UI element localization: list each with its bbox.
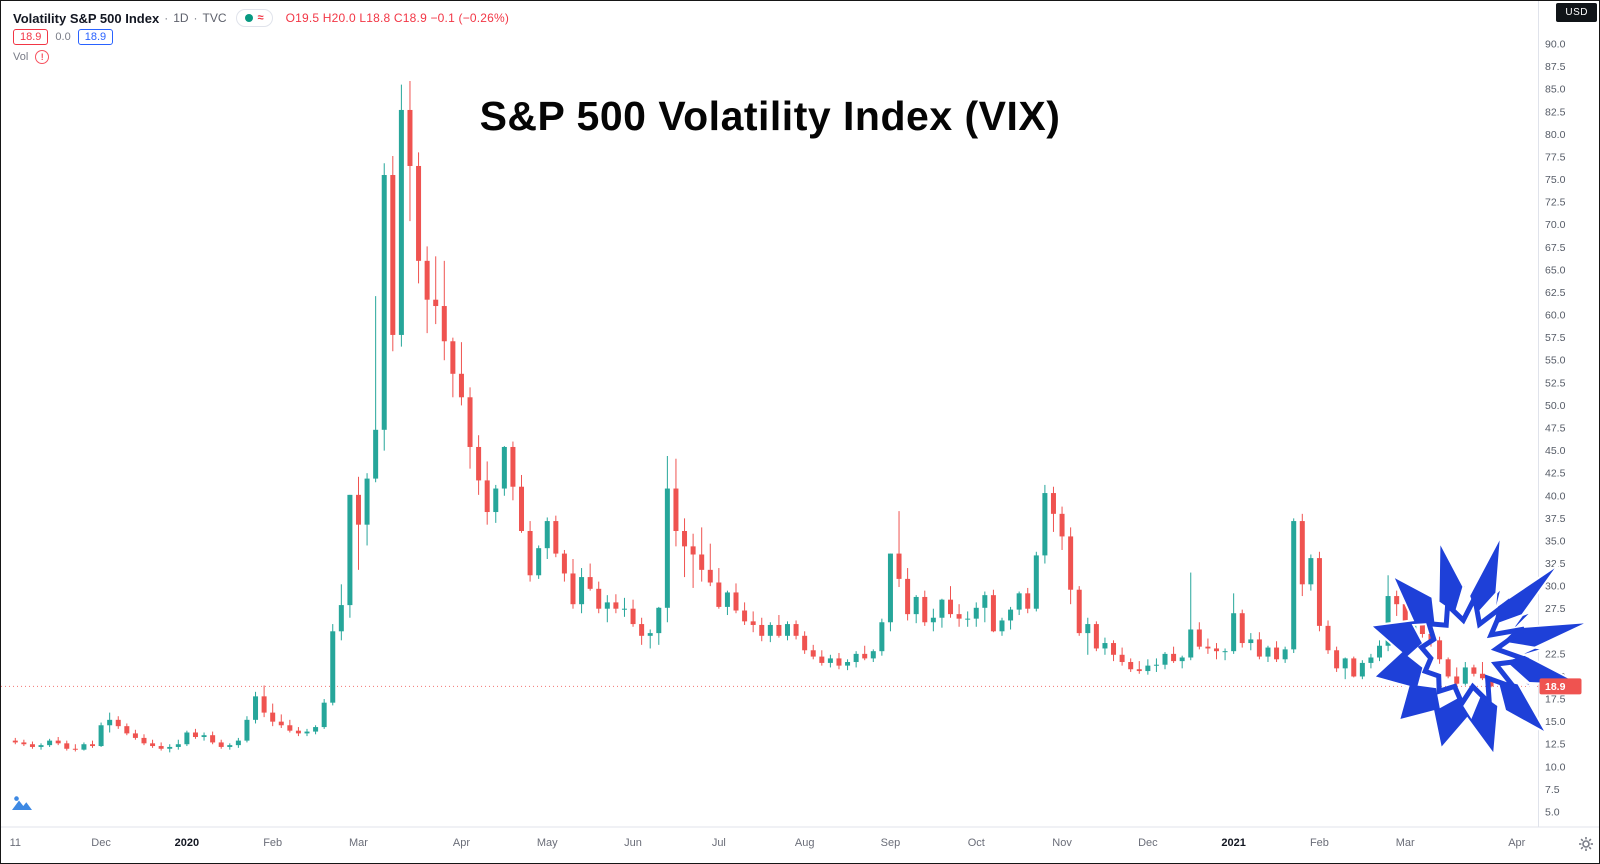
svg-text:Dec: Dec: [1138, 837, 1158, 849]
svg-text:32.5: 32.5: [1545, 558, 1566, 570]
starburst-annotation[interactable]: [1368, 535, 1590, 758]
symbol-title[interactable]: Volatility S&P 500 Index: [13, 10, 160, 26]
svg-text:75.0: 75.0: [1545, 174, 1566, 186]
svg-text:87.5: 87.5: [1545, 61, 1566, 73]
svg-text:77.5: 77.5: [1545, 151, 1566, 163]
svg-text:90.0: 90.0: [1545, 39, 1566, 51]
svg-text:Apr: Apr: [1508, 837, 1525, 849]
exchange-label: TVC: [202, 11, 227, 25]
symbol-legend: Volatility S&P 500 Index · 1D · TVC ≈ O1…: [13, 9, 509, 27]
ohlc-values: O19.5 H20.0 L18.8 C18.9 −0.1 (−0.26%): [285, 11, 510, 25]
svg-text:7.5: 7.5: [1545, 784, 1560, 796]
svg-text:Jul: Jul: [712, 837, 726, 849]
svg-text:62.5: 62.5: [1545, 287, 1566, 299]
svg-text:17.5: 17.5: [1545, 694, 1566, 706]
mountains-icon: [12, 796, 32, 810]
svg-text:Apr: Apr: [453, 837, 470, 849]
svg-text:65.0: 65.0: [1545, 264, 1566, 276]
svg-text:2021: 2021: [1221, 837, 1245, 849]
svg-text:May: May: [537, 837, 558, 849]
price-axis-ticks[interactable]: 90.0 87.5 85.0 82.5 80.0 77.5 75.0 72.5 70.0 67.5…: [1545, 39, 1566, 819]
change-zero-value: 0.0: [55, 31, 71, 43]
svg-text:45.0: 45.0: [1545, 445, 1566, 457]
svg-text:70.0: 70.0: [1545, 219, 1566, 231]
volume-indicator-label[interactable]: Vol: [13, 51, 29, 63]
svg-text:52.5: 52.5: [1545, 377, 1566, 389]
svg-text:37.5: 37.5: [1545, 513, 1566, 525]
price-badge-red[interactable]: 18.9: [13, 29, 49, 45]
last-price-label: [1539, 678, 1582, 695]
candlestick-series: [12, 81, 1494, 753]
svg-text:80.0: 80.0: [1545, 129, 1566, 141]
gear-icon: [1579, 837, 1593, 851]
svg-text:Mar: Mar: [349, 837, 368, 849]
svg-text:Feb: Feb: [263, 837, 282, 849]
volume-indicator-row: Vol !: [13, 50, 50, 64]
tradingview-logo[interactable]: [11, 794, 33, 817]
separator-dot: ·: [164, 11, 169, 25]
svg-text:5.0: 5.0: [1545, 807, 1560, 819]
svg-text:40.0: 40.0: [1545, 490, 1566, 502]
settings-gear-icon[interactable]: [1578, 836, 1594, 857]
svg-text:42.5: 42.5: [1545, 468, 1566, 480]
warning-icon[interactable]: !: [35, 50, 50, 64]
svg-text:55.0: 55.0: [1545, 355, 1566, 367]
svg-text:35.0: 35.0: [1545, 535, 1566, 547]
price-badge-blue[interactable]: 18.9: [77, 29, 114, 45]
price-badges-row: 18.9 0.0 18.9: [13, 29, 114, 45]
svg-text:Jun: Jun: [624, 837, 642, 849]
svg-text:67.5: 67.5: [1545, 242, 1566, 254]
svg-text:Nov: Nov: [1052, 837, 1072, 849]
legend-controls-pill[interactable]: ≈: [235, 9, 273, 27]
svg-text:57.5: 57.5: [1545, 332, 1566, 344]
svg-text:12.5: 12.5: [1545, 739, 1566, 751]
svg-text:47.5: 47.5: [1545, 423, 1566, 435]
svg-text:Feb: Feb: [1310, 837, 1329, 849]
svg-text:Mar: Mar: [1396, 837, 1415, 849]
svg-text:Dec: Dec: [91, 837, 111, 849]
svg-text:72.5: 72.5: [1545, 197, 1566, 209]
svg-text:85.0: 85.0: [1545, 84, 1566, 96]
svg-text:15.0: 15.0: [1545, 716, 1566, 728]
svg-text:82.5: 82.5: [1545, 106, 1566, 118]
svg-text:30.0: 30.0: [1545, 581, 1566, 593]
starburst-inner-outline: [1417, 590, 1529, 710]
last-price-label-text: 18.9: [1545, 681, 1566, 693]
svg-text:10.0: 10.0: [1545, 761, 1566, 773]
interval-label[interactable]: 1D: [173, 11, 189, 25]
svg-text:11: 11: [10, 837, 21, 849]
svg-text:Sep: Sep: [881, 837, 901, 849]
svg-text:2020: 2020: [175, 837, 199, 849]
svg-text:50.0: 50.0: [1545, 400, 1566, 412]
wave-icon[interactable]: ≈: [257, 11, 264, 24]
svg-text:60.0: 60.0: [1545, 310, 1566, 322]
svg-text:27.5: 27.5: [1545, 603, 1566, 615]
chart-title-annotation[interactable]: S&P 500 Volatility Index (VIX): [479, 93, 1061, 139]
visibility-dot-icon[interactable]: [244, 14, 253, 22]
currency-button[interactable]: USD: [1556, 3, 1597, 22]
svg-text:22.5: 22.5: [1545, 648, 1566, 660]
svg-text:Oct: Oct: [968, 837, 985, 849]
svg-text:Aug: Aug: [795, 837, 815, 849]
separator-dot: ·: [193, 11, 198, 25]
time-axis-labels[interactable]: 11 Dec 2020 Feb Mar Apr May Jun Jul Aug Sep Oct Nov D…: [10, 837, 1526, 849]
